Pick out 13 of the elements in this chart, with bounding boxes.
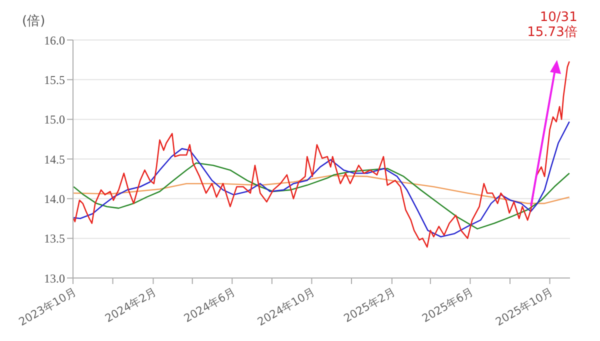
annotation: 10/31 15.73倍: [526, 10, 578, 40]
y-axis-title: (倍): [22, 13, 46, 30]
y-tick-label: 16.0: [44, 33, 65, 48]
line-series: [73, 60, 570, 248]
y-tick-label: 15.0: [44, 112, 65, 127]
y-tick-label: 14.0: [44, 192, 65, 206]
line-series: [73, 162, 570, 230]
y-tick-label: 15.5: [44, 72, 65, 87]
y-tick-label: 14.5: [44, 152, 65, 166]
y-tick-label: 13.5: [44, 232, 65, 246]
y-tick-label: 13.0: [44, 271, 65, 286]
line-series: [73, 175, 570, 204]
line-series: [73, 121, 570, 238]
